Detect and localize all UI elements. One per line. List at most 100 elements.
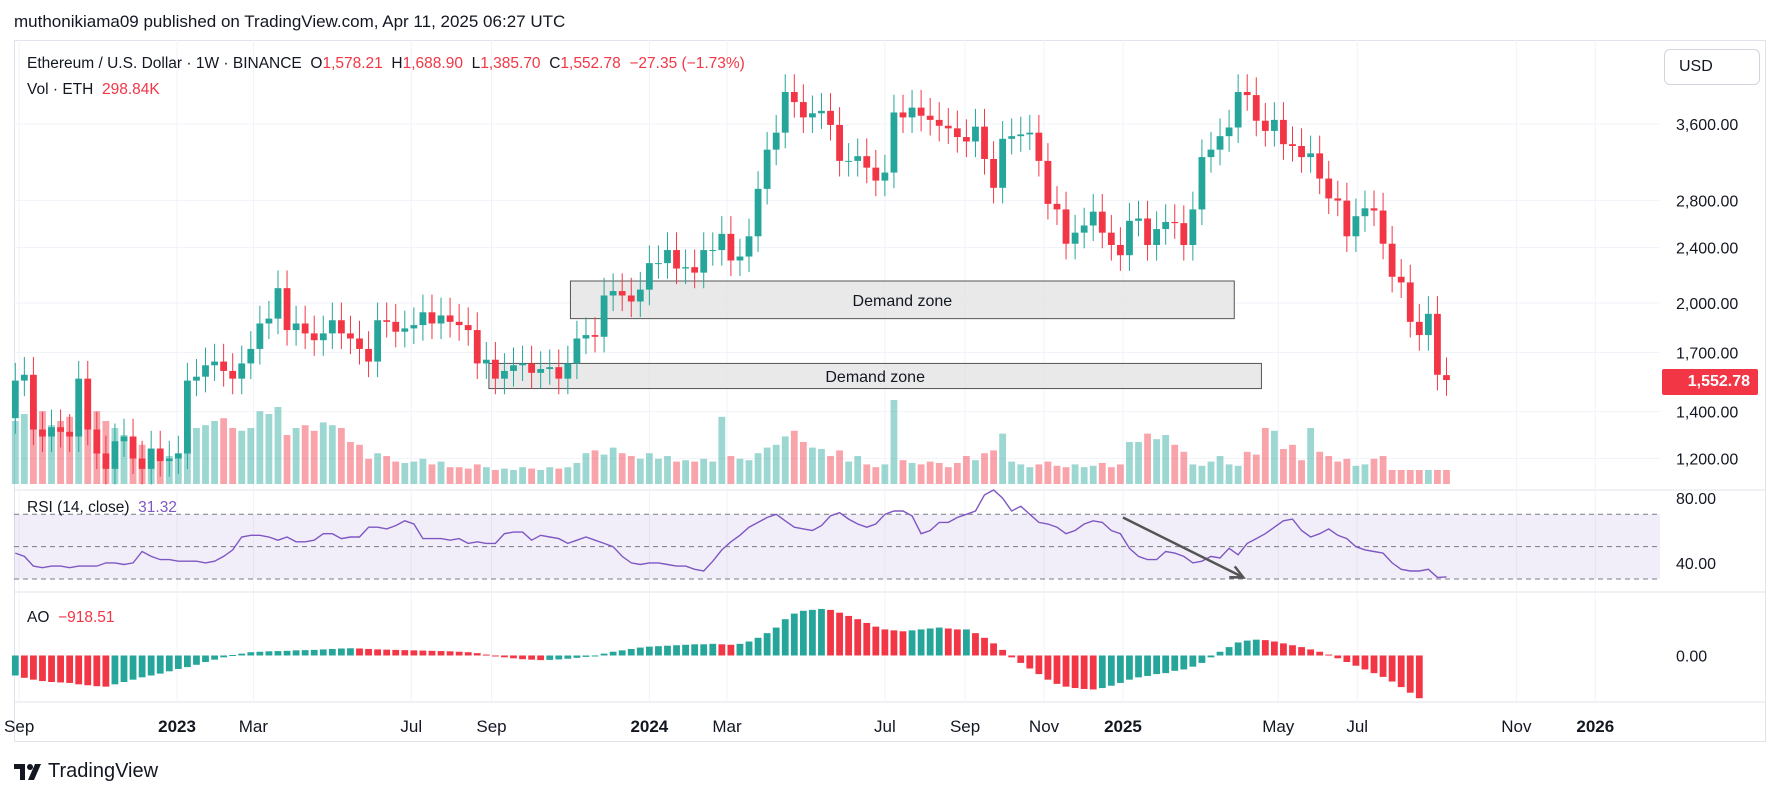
candle-body: [1316, 153, 1324, 179]
ao-bar: [229, 655, 237, 657]
publisher-line: muthonikiama09 published on TradingView.…: [14, 12, 566, 31]
candle-body: [790, 92, 798, 103]
ao-bar: [528, 655, 536, 660]
candle-body: [772, 132, 780, 150]
volume-label[interactable]: Vol · ETH: [27, 81, 94, 98]
volume-bar: [437, 461, 445, 484]
volume-bar: [1062, 467, 1070, 484]
candle-body: [464, 325, 472, 331]
ao-bar: [510, 655, 517, 659]
ao-bar: [673, 645, 680, 656]
volume-bar: [1171, 444, 1179, 484]
candle-body: [972, 126, 979, 142]
candle-body: [310, 333, 318, 341]
ao-bar: [1071, 655, 1079, 689]
volume-bar: [256, 411, 264, 484]
ao-bar: [1171, 655, 1179, 671]
volume-bar: [673, 461, 680, 484]
volume-bar: [446, 467, 454, 484]
volume-bar: [519, 467, 526, 484]
candle-body: [111, 441, 119, 469]
candle-body: [501, 370, 508, 379]
candle-body: [709, 250, 717, 252]
candle-body: [147, 448, 155, 469]
ao-bar: [1298, 647, 1305, 656]
ao-bar: [292, 650, 300, 656]
candle-body: [156, 448, 164, 462]
open-value: 1,578.21: [322, 55, 383, 72]
ao-bar: [20, 655, 28, 678]
volume-bar: [754, 453, 762, 484]
ao-bar: [573, 655, 581, 658]
candle-body: [220, 361, 228, 371]
ao-bar: [1198, 655, 1206, 663]
candle-body: [174, 453, 182, 459]
brand[interactable]: TradingView: [14, 760, 158, 783]
rsi-label[interactable]: RSI (14, close): [27, 499, 130, 516]
candle-body: [600, 295, 608, 337]
ao-bar: [1153, 655, 1161, 675]
currency-selector[interactable]: USD: [1664, 49, 1760, 85]
volume-bar: [1252, 454, 1260, 484]
candle-body: [292, 323, 300, 331]
candle-body: [274, 288, 282, 319]
volume-bar: [1325, 456, 1333, 484]
symbol-label[interactable]: Ethereum / U.S. Dollar · 1W · BINANCE: [27, 55, 302, 72]
volume-bar: [365, 458, 372, 484]
ao-bar: [1234, 642, 1242, 656]
ao-bar: [1062, 655, 1070, 687]
candle-body: [863, 156, 871, 168]
volume-bar: [990, 450, 997, 484]
candle-body: [645, 263, 653, 290]
ao-bar: [718, 644, 726, 656]
candle-body: [872, 167, 880, 181]
ao-bar: [963, 629, 970, 656]
ao-bar: [591, 655, 599, 657]
ao-bar: [1252, 639, 1260, 656]
time-tick-label: 2026: [1576, 717, 1614, 736]
ao-bar: [1415, 655, 1423, 699]
candle-body: [1424, 313, 1432, 336]
ao-bar: [501, 655, 508, 658]
candle-body: [428, 312, 436, 324]
candle-body: [39, 429, 46, 437]
candle-body: [736, 256, 744, 261]
volume-bar: [999, 433, 1007, 484]
candle-body: [1026, 132, 1034, 135]
ao-label[interactable]: AO: [27, 609, 50, 626]
ao-bar: [1325, 654, 1333, 656]
volume-bar: [374, 453, 382, 484]
volume-bar: [1116, 464, 1124, 484]
candle-body: [718, 233, 726, 251]
candle-body: [1116, 244, 1124, 256]
volume-bar: [292, 428, 300, 484]
ao-bar: [473, 653, 481, 656]
candle-body: [537, 369, 545, 373]
candle-body: [1234, 92, 1242, 128]
ao-bar: [401, 650, 409, 656]
volume-bar: [337, 428, 345, 484]
volume-bar: [890, 400, 898, 484]
candle-body: [573, 338, 581, 364]
volume-bar: [1434, 470, 1441, 484]
candle-body: [247, 348, 255, 364]
volume-bar: [283, 435, 291, 484]
ao-bar: [691, 644, 699, 656]
candle-body: [1035, 132, 1043, 161]
candle-body: [745, 236, 753, 257]
ao-bar: [48, 655, 55, 682]
ohlc-legend: Ethereum / U.S. Dollar · 1W · BINANCE O1…: [27, 55, 745, 73]
volume-bar: [555, 468, 563, 484]
ao-bar: [1334, 655, 1342, 659]
ao-bar: [1098, 655, 1106, 689]
volume-bar: [419, 458, 427, 484]
volume-bar: [229, 428, 237, 484]
candle-body: [1298, 145, 1305, 158]
ao-bar: [392, 649, 400, 656]
volume-bar: [537, 470, 545, 484]
candle-body: [963, 137, 970, 142]
ao-bar: [1225, 647, 1233, 656]
ao-bar: [1316, 651, 1324, 656]
candle-body: [1261, 120, 1269, 131]
